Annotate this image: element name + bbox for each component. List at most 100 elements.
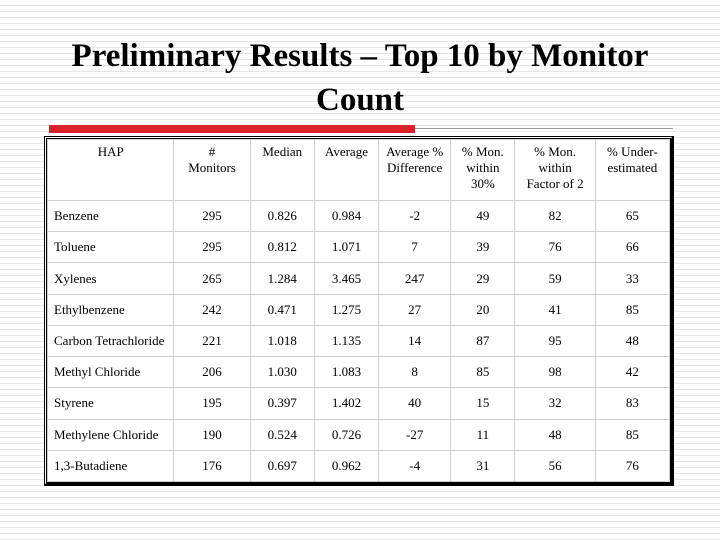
title-accent-line [415,128,673,129]
table-cell-average-pct-difference: 7 [378,231,452,264]
table-cell-pct-underestimated: 85 [594,293,671,326]
table-cell-median: 1.030 [249,356,315,389]
table-cell-median: 0.471 [249,293,315,326]
column-header-pct-underestimated: % Under-estimated [594,139,671,201]
table-cell-average-pct-difference: -27 [378,418,452,451]
table-cell-pct-within-30: 85 [450,356,516,389]
table-cell-average: 1.275 [313,293,380,326]
column-header-text: within [466,160,500,175]
hap-name-cell: Ethylbenzene [46,293,175,326]
column-header-hap: HAP [46,139,175,201]
table-cell-pct-underestimated: 42 [594,356,671,389]
table-cell-pct-within-30: 87 [450,324,516,358]
table-cell-average-pct-difference: -4 [378,449,452,483]
column-header-text: within [538,160,572,175]
table-cell-monitors: 242 [173,293,251,326]
table-cell-pct-within-factor-2: 59 [514,262,596,295]
column-header-text: % Mon. [534,144,577,159]
table-body: Benzene 295 0.826 0.984 -2 49 82 65 Toluene 295 0.… [46,199,671,483]
column-header-text: # [208,144,216,159]
slide-title: Preliminary Results – Top 10 by Monitor … [20,34,700,122]
column-header-median: Median [249,139,315,201]
column-header-text: 30% [470,176,495,191]
table-cell-monitors: 190 [173,418,251,451]
table-row: Xylenes 265 1.284 3.465 247 29 59 33 [46,262,671,295]
table-cell-average: 1.135 [313,324,380,358]
table-cell-pct-underestimated: 83 [594,387,671,420]
hap-name-cell: 1,3-Butadiene [46,449,175,483]
table-cell-pct-within-factor-2: 95 [514,324,596,358]
slide-title-line-1: Preliminary Results – Top 10 by Monitor [71,38,649,74]
table-cell-average: 0.726 [313,418,380,451]
table-cell-pct-within-factor-2: 41 [514,293,596,326]
table-row: 1,3-Butadiene 176 0.697 0.962 -4 31 56 76 [46,449,671,483]
table-cell-median: 0.697 [249,449,315,483]
table-row: Methylene Chloride 190 0.524 0.726 -27 11 48 85 [46,418,671,451]
column-header-text: % Mon. [461,144,504,159]
table-cell-pct-within-30: 31 [450,449,516,483]
table-cell-pct-within-factor-2: 76 [514,231,596,264]
table-row: Carbon Tetrachloride 221 1.018 1.135 14 87 95 4… [46,324,671,358]
table-cell-pct-within-30: 20 [450,293,516,326]
column-header-text: Factor of 2 [526,176,584,191]
table-cell-average-pct-difference: 14 [378,324,452,358]
table-cell-median: 0.812 [249,231,315,264]
table-cell-median: 0.524 [249,418,315,451]
table-cell-pct-underestimated: 66 [594,231,671,264]
table-cell-median: 1.018 [249,324,315,358]
table-cell-median: 0.826 [249,199,315,233]
hap-name-cell: Toluene [46,231,175,264]
table-row: Ethylbenzene 242 0.471 1.275 27 20 41 85 [46,293,671,326]
table-row: Methyl Chloride 206 1.030 1.083 8 85 98 42 [46,356,671,389]
column-header-average: Average [313,139,380,201]
hap-name-cell: Carbon Tetrachloride [46,324,175,358]
hap-name-cell: Styrene [46,387,175,420]
table-cell-pct-within-30: 39 [450,231,516,264]
table-cell-monitors: 195 [173,387,251,420]
table-header-row: HAP # Monitors Median Average Average % Differ… [46,139,671,201]
title-accent-bar [49,125,415,133]
table-cell-average-pct-difference: -2 [378,199,452,233]
table-cell-monitors: 295 [173,231,251,264]
column-header-average-pct-difference: Average % Difference [378,139,452,201]
table-cell-pct-underestimated: 85 [594,418,671,451]
table-cell-pct-within-30: 29 [450,262,516,295]
column-header-text: % Under- [607,144,658,159]
hap-name-cell: Xylenes [46,262,175,295]
table-cell-median: 0.397 [249,387,315,420]
table-cell-average-pct-difference: 27 [378,293,452,326]
column-header-text: Median [262,144,303,159]
table-cell-pct-underestimated: 76 [594,449,671,483]
column-header-text: HAP [97,144,124,159]
table-cell-monitors: 206 [173,356,251,389]
table-cell-monitors: 265 [173,262,251,295]
table-cell-average: 1.083 [313,356,380,389]
column-header-text: Average % [386,144,444,159]
results-table-frame: HAP # Monitors Median Average Average % Differ… [44,136,674,486]
column-header-pct-within-30: % Mon. within 30% [450,139,516,201]
table-cell-pct-underestimated: 65 [594,199,671,233]
table-cell-monitors: 176 [173,449,251,483]
table-cell-pct-within-factor-2: 56 [514,449,596,483]
hap-name-cell: Methylene Chloride [46,418,175,451]
column-header-text: Average [324,144,368,159]
table-cell-pct-within-factor-2: 48 [514,418,596,451]
table-cell-average-pct-difference: 8 [378,356,452,389]
hap-name-cell: Benzene [46,199,175,233]
table-cell-pct-within-factor-2: 32 [514,387,596,420]
table-cell-pct-within-factor-2: 82 [514,199,596,233]
table-row: Toluene 295 0.812 1.071 7 39 76 66 [46,231,671,264]
table-cell-average: 1.402 [313,387,380,420]
column-header-pct-within-factor-2: % Mon. within Factor of 2 [514,139,596,201]
table-cell-average: 0.984 [313,199,380,233]
table-cell-pct-within-30: 11 [450,418,516,451]
table-cell-average: 0.962 [313,449,380,483]
hap-name-cell: Methyl Chloride [46,356,175,389]
table-cell-monitors: 221 [173,324,251,358]
column-header-text: Difference [386,160,443,175]
results-table: HAP # Monitors Median Average Average % Differ… [46,139,671,483]
table-cell-average: 3.465 [313,262,380,295]
table-cell-median: 1.284 [249,262,315,295]
table-cell-pct-within-30: 49 [450,199,516,233]
column-header-text: Monitors [188,160,236,175]
